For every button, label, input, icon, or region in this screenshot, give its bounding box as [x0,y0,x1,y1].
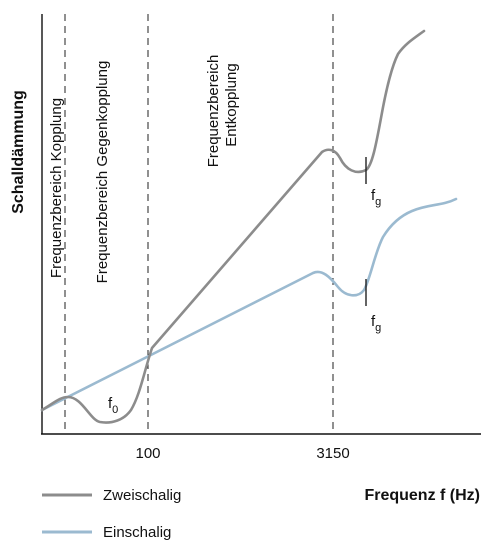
region-label-kopplung: Frequenzbereich Kopplung [48,98,65,278]
y-axis-title: Schalldämmung [10,90,27,214]
region-label-entkopplung-line1: Frequenzbereich [205,55,222,168]
marker-f0: f0 [108,395,118,416]
curve-einschalig [40,197,458,412]
marker-fg-lower: fg [371,313,381,334]
x-tick-100: 100 [135,445,160,462]
legend-label-einschalig: Einschalig [103,524,171,541]
x-tick-3150: 3150 [316,445,349,462]
x-axis-title: Frequenz f (Hz) [364,487,480,504]
region-label-gegenkopplung: Frequenzbereich Gegenkopplung [94,61,111,284]
curve-zweischalig [40,29,426,424]
region-label-entkopplung-line2: Entkopplung [223,63,240,146]
marker-fg-upper: fg [371,187,381,208]
legend-label-zweischalig: Zweischalig [103,487,181,504]
